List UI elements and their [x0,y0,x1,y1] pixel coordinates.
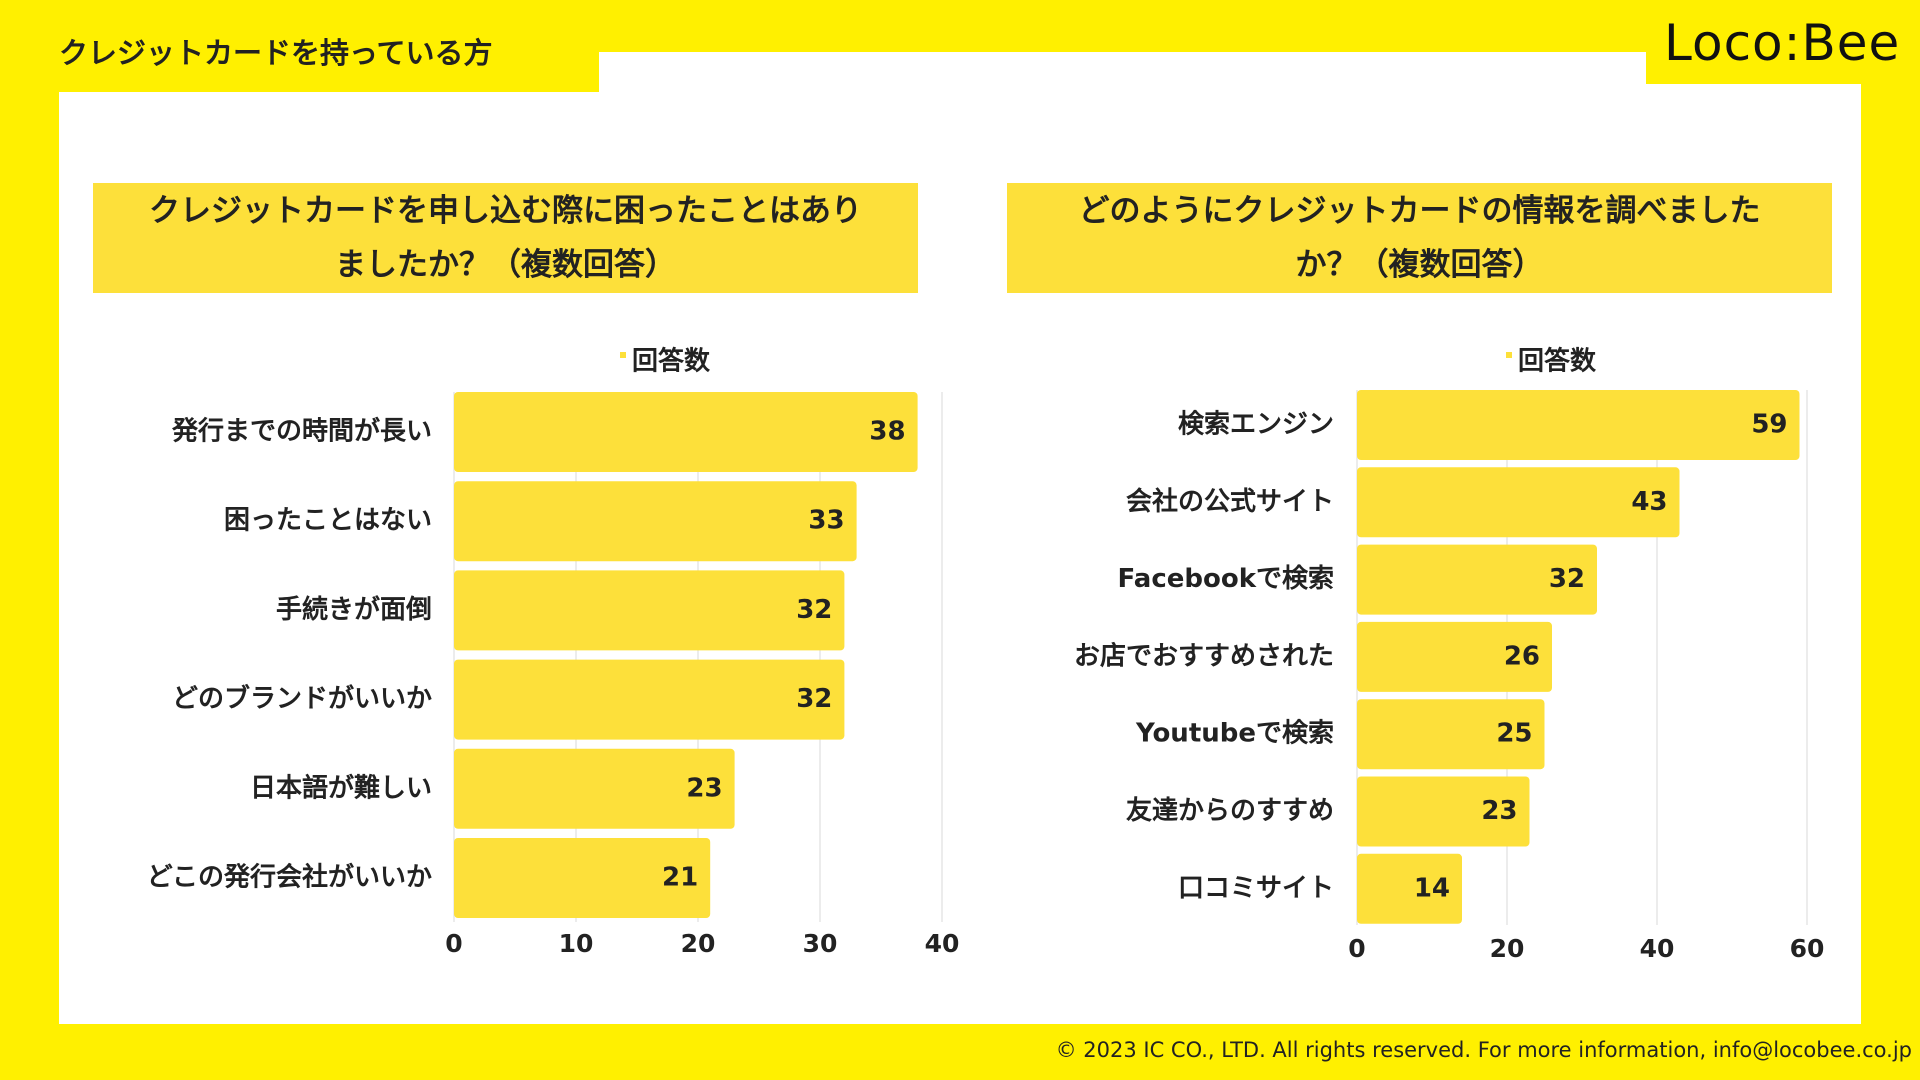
chart-2-bar [1357,776,1530,847]
chart-1-data-label: 38 [869,417,905,447]
chart-2-category-label: 友達からのすすめ [1126,796,1334,826]
chart-1-category-label: どこの発行会社がいいか [147,862,432,893]
chart-1-data-label: 32 [796,595,832,625]
copyright-footer: © 2023 IC CO., LTD. All rights reserved.… [1055,1038,1912,1062]
chart-2-legend-swatch [1506,352,1512,358]
chart-2-legend-label: 回答数 [1518,346,1597,377]
chart-2-data-label: 59 [1751,410,1787,440]
chart-1-legend-swatch [620,352,626,358]
chart-2-data-label: 32 [1549,564,1585,594]
chart-2-category-label: Youtubeで検索 [1135,719,1334,749]
chart-1-category-label: どのブランドがいいか [172,683,432,714]
chart-2-category-label: 会社の公式サイト [1126,486,1334,517]
chart-2-bar [1357,390,1800,460]
chart-2-question-line-2: か？（複数回答） [1295,247,1544,283]
chart-2-category-label: 口コミサイト [1178,873,1334,903]
chart-1-bar [454,481,857,562]
chart-1-x-tick-label: 10 [559,929,594,958]
chart-1-bar [454,838,711,918]
chart-1-x-tick-label: 0 [445,929,462,958]
chart-1-category-label: 発行までの時間が長い [171,416,432,447]
chart-1-legend-label: 回答数 [632,346,711,377]
chart-1-bar [454,659,845,740]
chart-2-x-tick-label: 0 [1348,934,1365,963]
chart-2-category-label: 検索エンジン [1178,410,1334,440]
chart-1-question-line-1: クレジットカードを申し込む際に困ったことはあり [149,193,862,229]
page-title: クレジットカードを持っている方 [59,36,493,70]
chart-1-x-tick-label: 40 [925,929,960,958]
logo-block [1646,0,1920,84]
chart-2-bar [1357,853,1462,924]
chart-1-data-label: 32 [796,684,832,714]
chart-1-question: クレジットカードを申し込む際に困ったことはあり ましたか？（複数回答） [93,183,918,293]
chart-1-x-tick-label: 30 [803,929,838,958]
chart-2-data-label: 23 [1481,796,1517,826]
chart-1-bar [454,748,735,829]
chart-2-bar [1357,699,1545,770]
chart-1-data-label: 21 [662,863,698,893]
chart-2-bar [1357,544,1597,615]
chart-2-question-line-1: どのようにクレジットカードの情報を調べました [1078,193,1761,229]
chart-1-data-label: 33 [808,506,844,536]
chart-1-bar [454,392,918,472]
chart-2-x-tick-label: 20 [1490,934,1525,963]
chart-2-data-label: 26 [1504,641,1540,671]
locobee-logo[interactable]: Loco:Bee [1664,14,1901,72]
chart-1-bar [454,570,845,651]
chart-2-data-label: 14 [1414,873,1450,903]
chart-1-x-tick-label: 20 [681,929,716,958]
chart-2-category-label: Facebookで検索 [1118,564,1334,594]
chart-1-category-label: 手続きが面倒 [276,594,432,625]
chart-2-x-tick-label: 60 [1790,934,1825,963]
chart-1-category-label: 日本語が難しい [250,772,432,803]
chart-2-data-label: 25 [1496,719,1532,749]
chart-2-bar [1357,621,1552,692]
chart-1-data-label: 23 [686,773,722,803]
chart-2-question: どのようにクレジットカードの情報を調べました か？（複数回答） [1007,183,1832,293]
chart-1-question-line-2: ましたか？（複数回答） [335,247,676,283]
chart-2-category-label: お店でおすすめされた [1074,641,1334,671]
chart-1-category-label: 困ったことはない [224,506,432,536]
chart-2-x-tick-label: 40 [1640,934,1675,963]
header-tab [59,18,599,92]
chart-2-bar [1357,467,1680,538]
chart-2-data-label: 43 [1631,487,1667,517]
